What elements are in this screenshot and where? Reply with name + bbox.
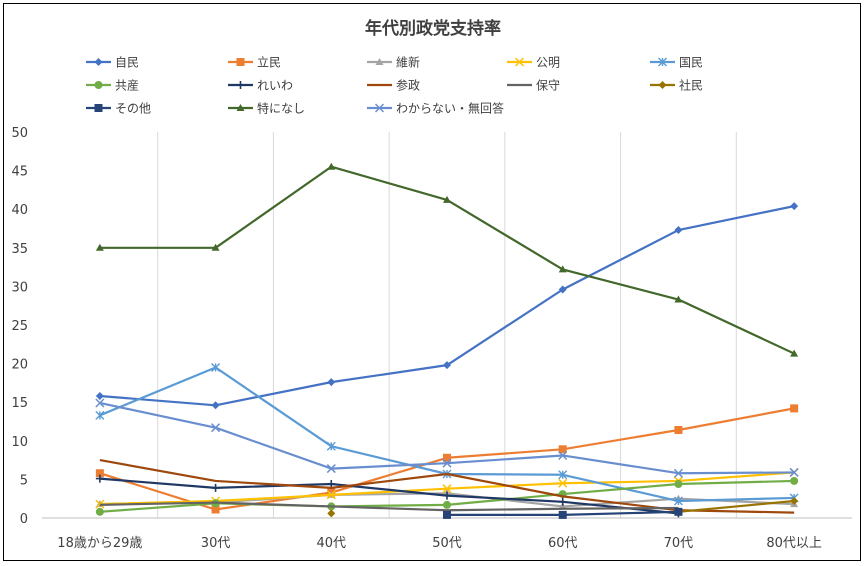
data-point <box>211 483 220 492</box>
data-point <box>211 505 220 514</box>
data-point <box>327 162 336 170</box>
data-point <box>95 474 104 483</box>
legend-marker <box>514 57 525 67</box>
x-tick-label: 30代 <box>201 536 231 551</box>
data-point <box>558 497 567 506</box>
data-point <box>326 490 336 500</box>
legend-label: 立民 <box>257 55 281 70</box>
legend-label: 共産 <box>115 78 139 93</box>
data-point <box>789 467 799 477</box>
legend-marker <box>658 57 667 67</box>
data-point <box>211 362 221 372</box>
data-point <box>443 510 451 519</box>
y-tick-label: 0 <box>20 512 28 527</box>
legend-marker <box>94 104 103 112</box>
legend-marker <box>94 58 103 66</box>
data-point <box>95 243 104 251</box>
data-point <box>443 500 451 509</box>
data-point <box>673 468 683 478</box>
data-point <box>558 450 568 460</box>
y-tick-label: 50 <box>11 126 28 141</box>
data-point <box>442 458 452 468</box>
legend-label: 参政 <box>396 78 420 93</box>
y-tick-label: 15 <box>11 396 28 411</box>
data-point <box>95 410 105 420</box>
series-line <box>99 501 679 512</box>
data-point <box>443 491 451 500</box>
y-tick-label: 45 <box>11 165 28 180</box>
legend-label: 保守 <box>536 79 560 93</box>
data-point <box>327 509 336 518</box>
legend-label: その他 <box>115 102 151 116</box>
data-point <box>95 392 104 401</box>
x-tick-label: 70代 <box>664 536 694 551</box>
legend-marker <box>236 104 245 111</box>
legend-label: 社民 <box>679 78 703 93</box>
data-point <box>327 378 336 387</box>
data-point <box>211 401 220 410</box>
chart-title: 年代別政党支持率 <box>365 19 501 39</box>
data-point <box>558 285 567 294</box>
data-point <box>326 464 336 474</box>
data-point <box>443 195 451 203</box>
legend-marker <box>94 81 103 89</box>
data-point <box>674 480 683 489</box>
data-point <box>790 349 799 357</box>
y-tick-label: 40 <box>11 203 28 218</box>
data-point <box>326 441 336 451</box>
y-tick-label: 10 <box>11 435 28 450</box>
data-point <box>327 480 336 489</box>
legend-label: れいわ <box>257 79 293 93</box>
data-point <box>95 507 104 516</box>
y-tick-label: 20 <box>11 358 28 373</box>
y-tick-label: 30 <box>11 280 28 295</box>
data-point <box>95 469 104 478</box>
data-point <box>558 265 567 273</box>
legend-label: わからない・無回答 <box>396 101 504 116</box>
data-point <box>673 496 683 506</box>
x-tick-label: 50代 <box>432 536 462 551</box>
legend-marker <box>375 58 384 65</box>
x-tick-label: 80代以上 <box>766 536 822 551</box>
legend-label: 公明 <box>536 56 560 70</box>
data-point <box>674 425 683 434</box>
legend-label: 維新 <box>396 55 420 70</box>
x-tick-label: 18歳から29歳 <box>57 536 142 551</box>
data-point <box>558 510 567 519</box>
data-point <box>211 243 220 251</box>
data-point <box>674 226 683 235</box>
data-point <box>790 404 799 413</box>
data-point <box>443 453 451 462</box>
y-tick-label: 35 <box>11 242 28 257</box>
data-point <box>790 202 799 211</box>
series-line <box>678 499 795 513</box>
data-point <box>558 478 568 488</box>
data-point <box>674 295 683 303</box>
x-tick-label: 60代 <box>548 536 578 551</box>
legend-marker <box>374 103 385 113</box>
data-point <box>558 445 567 454</box>
data-point <box>790 497 799 506</box>
legend-label: 特になし <box>257 101 305 116</box>
data-point <box>558 470 568 480</box>
legend-label: 国民 <box>679 56 703 70</box>
y-tick-label: 25 <box>11 319 28 334</box>
data-point <box>442 484 452 494</box>
data-point <box>211 423 221 433</box>
legend-marker <box>236 58 245 66</box>
series-line <box>99 165 795 355</box>
data-point <box>95 398 105 408</box>
data-point <box>443 361 451 370</box>
data-point <box>790 476 799 485</box>
legend-label: 自民 <box>115 56 139 70</box>
legend-marker <box>236 81 245 89</box>
data-point <box>674 507 683 516</box>
series-line <box>99 477 679 515</box>
y-tick-label: 5 <box>20 473 28 488</box>
legend-marker <box>658 81 667 89</box>
x-tick-label: 40代 <box>317 536 347 551</box>
